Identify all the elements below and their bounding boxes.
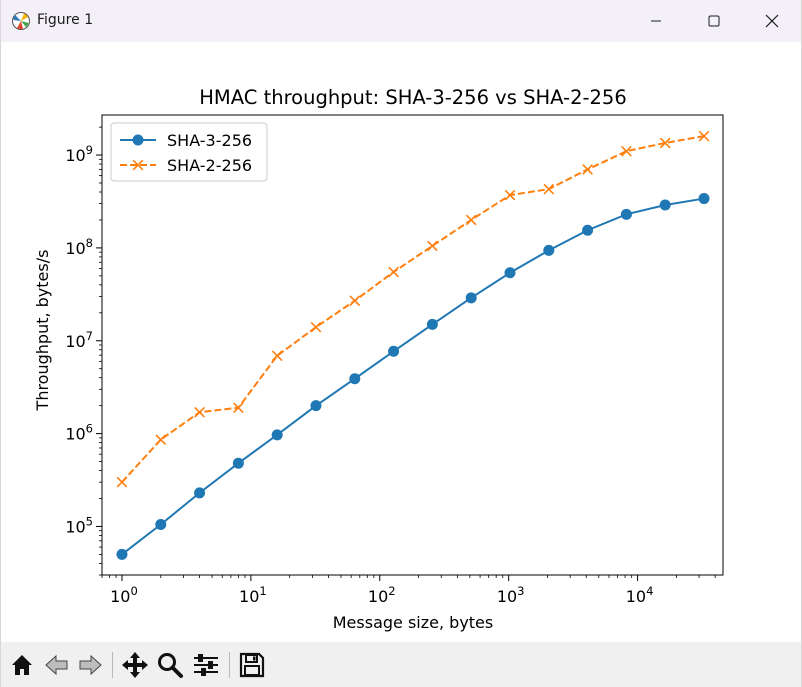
title-bar: Figure 1	[1, 0, 801, 42]
configure-subplots-button[interactable]	[191, 650, 221, 680]
y-tick-label: 105	[65, 514, 93, 536]
pan-button[interactable]	[120, 650, 150, 680]
plot-region: 100 101 102 103 104 105 106 107 108 109 SHA-3-256 S…	[65, 114, 724, 606]
series-1-point	[504, 267, 516, 279]
pan-icon	[122, 652, 148, 678]
back-icon	[45, 654, 68, 676]
x-tick-label: 102	[368, 584, 396, 606]
axes-frame	[101, 114, 724, 576]
x-tick-label: 104	[626, 584, 654, 606]
series-2-point	[659, 137, 671, 149]
series-2-point	[621, 145, 632, 157]
window-title: Figure 1	[37, 12, 94, 28]
legend-box	[110, 122, 268, 182]
close-icon	[765, 14, 779, 28]
legend-marker-2	[132, 159, 144, 171]
figure-canvas: HMAC throughput: SHA-3-256 vs SHA-2-256 …	[1, 42, 801, 640]
series-1-point	[426, 318, 438, 330]
series-2-point	[271, 350, 283, 362]
back-button[interactable]	[42, 650, 72, 680]
series-line-2	[121, 135, 705, 483]
save-button[interactable]	[237, 650, 267, 680]
series-2-point	[155, 434, 167, 446]
series-2-point	[194, 406, 205, 418]
series-2-point	[465, 214, 477, 226]
configure-subplots-icon	[194, 654, 218, 676]
toolbar-separator	[112, 652, 113, 678]
series-2-point	[582, 164, 593, 175]
series-2-point	[349, 295, 361, 307]
series-2-point	[388, 266, 399, 278]
series-1-point	[465, 292, 477, 304]
minimize-button[interactable]	[627, 0, 685, 42]
series-2-point	[310, 321, 322, 333]
series-1-point	[388, 345, 400, 357]
series-1-point	[543, 244, 555, 256]
x-tick-label: 103	[497, 584, 525, 606]
y-tick-label: 107	[65, 329, 93, 351]
x-tick-label: 100	[110, 584, 138, 606]
series-1-point	[659, 199, 671, 211]
y-tick-label: 106	[65, 422, 93, 444]
close-button[interactable]	[743, 0, 801, 42]
home-button[interactable]	[7, 650, 37, 680]
navigation-toolbar	[1, 642, 801, 687]
y-tick-label: 109	[65, 143, 93, 165]
series-2-point	[504, 189, 516, 201]
series-1-point	[698, 193, 710, 205]
series-1-point	[116, 548, 128, 560]
series-line-1	[121, 197, 705, 556]
series-1-point	[310, 400, 322, 412]
series-1-point	[271, 429, 283, 441]
minimize-icon	[651, 20, 661, 22]
forward-icon	[79, 654, 102, 676]
series-1-point	[155, 518, 167, 530]
chart-title: HMAC throughput: SHA-3-256 vs SHA-2-256	[199, 86, 626, 109]
series-1-point	[232, 457, 244, 469]
zoom-button[interactable]	[155, 650, 185, 680]
home-icon	[12, 655, 32, 675]
y-tick-label: 108	[65, 236, 93, 258]
save-icon	[239, 652, 265, 678]
series-1-point	[349, 373, 361, 385]
x-axis-label: Message size, bytes	[333, 613, 493, 632]
matplotlib-logo-icon	[11, 11, 31, 31]
maximize-button[interactable]	[685, 0, 743, 42]
y-axis-label: Throughput, bytes/s	[33, 250, 52, 412]
legend-label-1: SHA-3-256	[167, 131, 252, 150]
series-2-point	[233, 402, 244, 414]
x-tick-label: 101	[239, 584, 267, 606]
series-1-point	[194, 487, 206, 499]
maximize-icon	[708, 15, 720, 27]
series-1-point	[620, 208, 632, 220]
forward-button[interactable]	[75, 650, 105, 680]
zoom-icon	[158, 653, 183, 678]
chart-svg: HMAC throughput: SHA-3-256 vs SHA-2-256 …	[33, 86, 724, 632]
series-2-point	[543, 183, 555, 195]
series-2-point	[698, 130, 710, 142]
series-2-point	[427, 240, 438, 252]
toolbar-separator	[229, 652, 230, 678]
series-1-point	[582, 224, 594, 236]
series-2-point	[116, 476, 128, 488]
legend-marker-1	[132, 134, 144, 146]
legend-label-2: SHA-2-256	[167, 156, 252, 175]
